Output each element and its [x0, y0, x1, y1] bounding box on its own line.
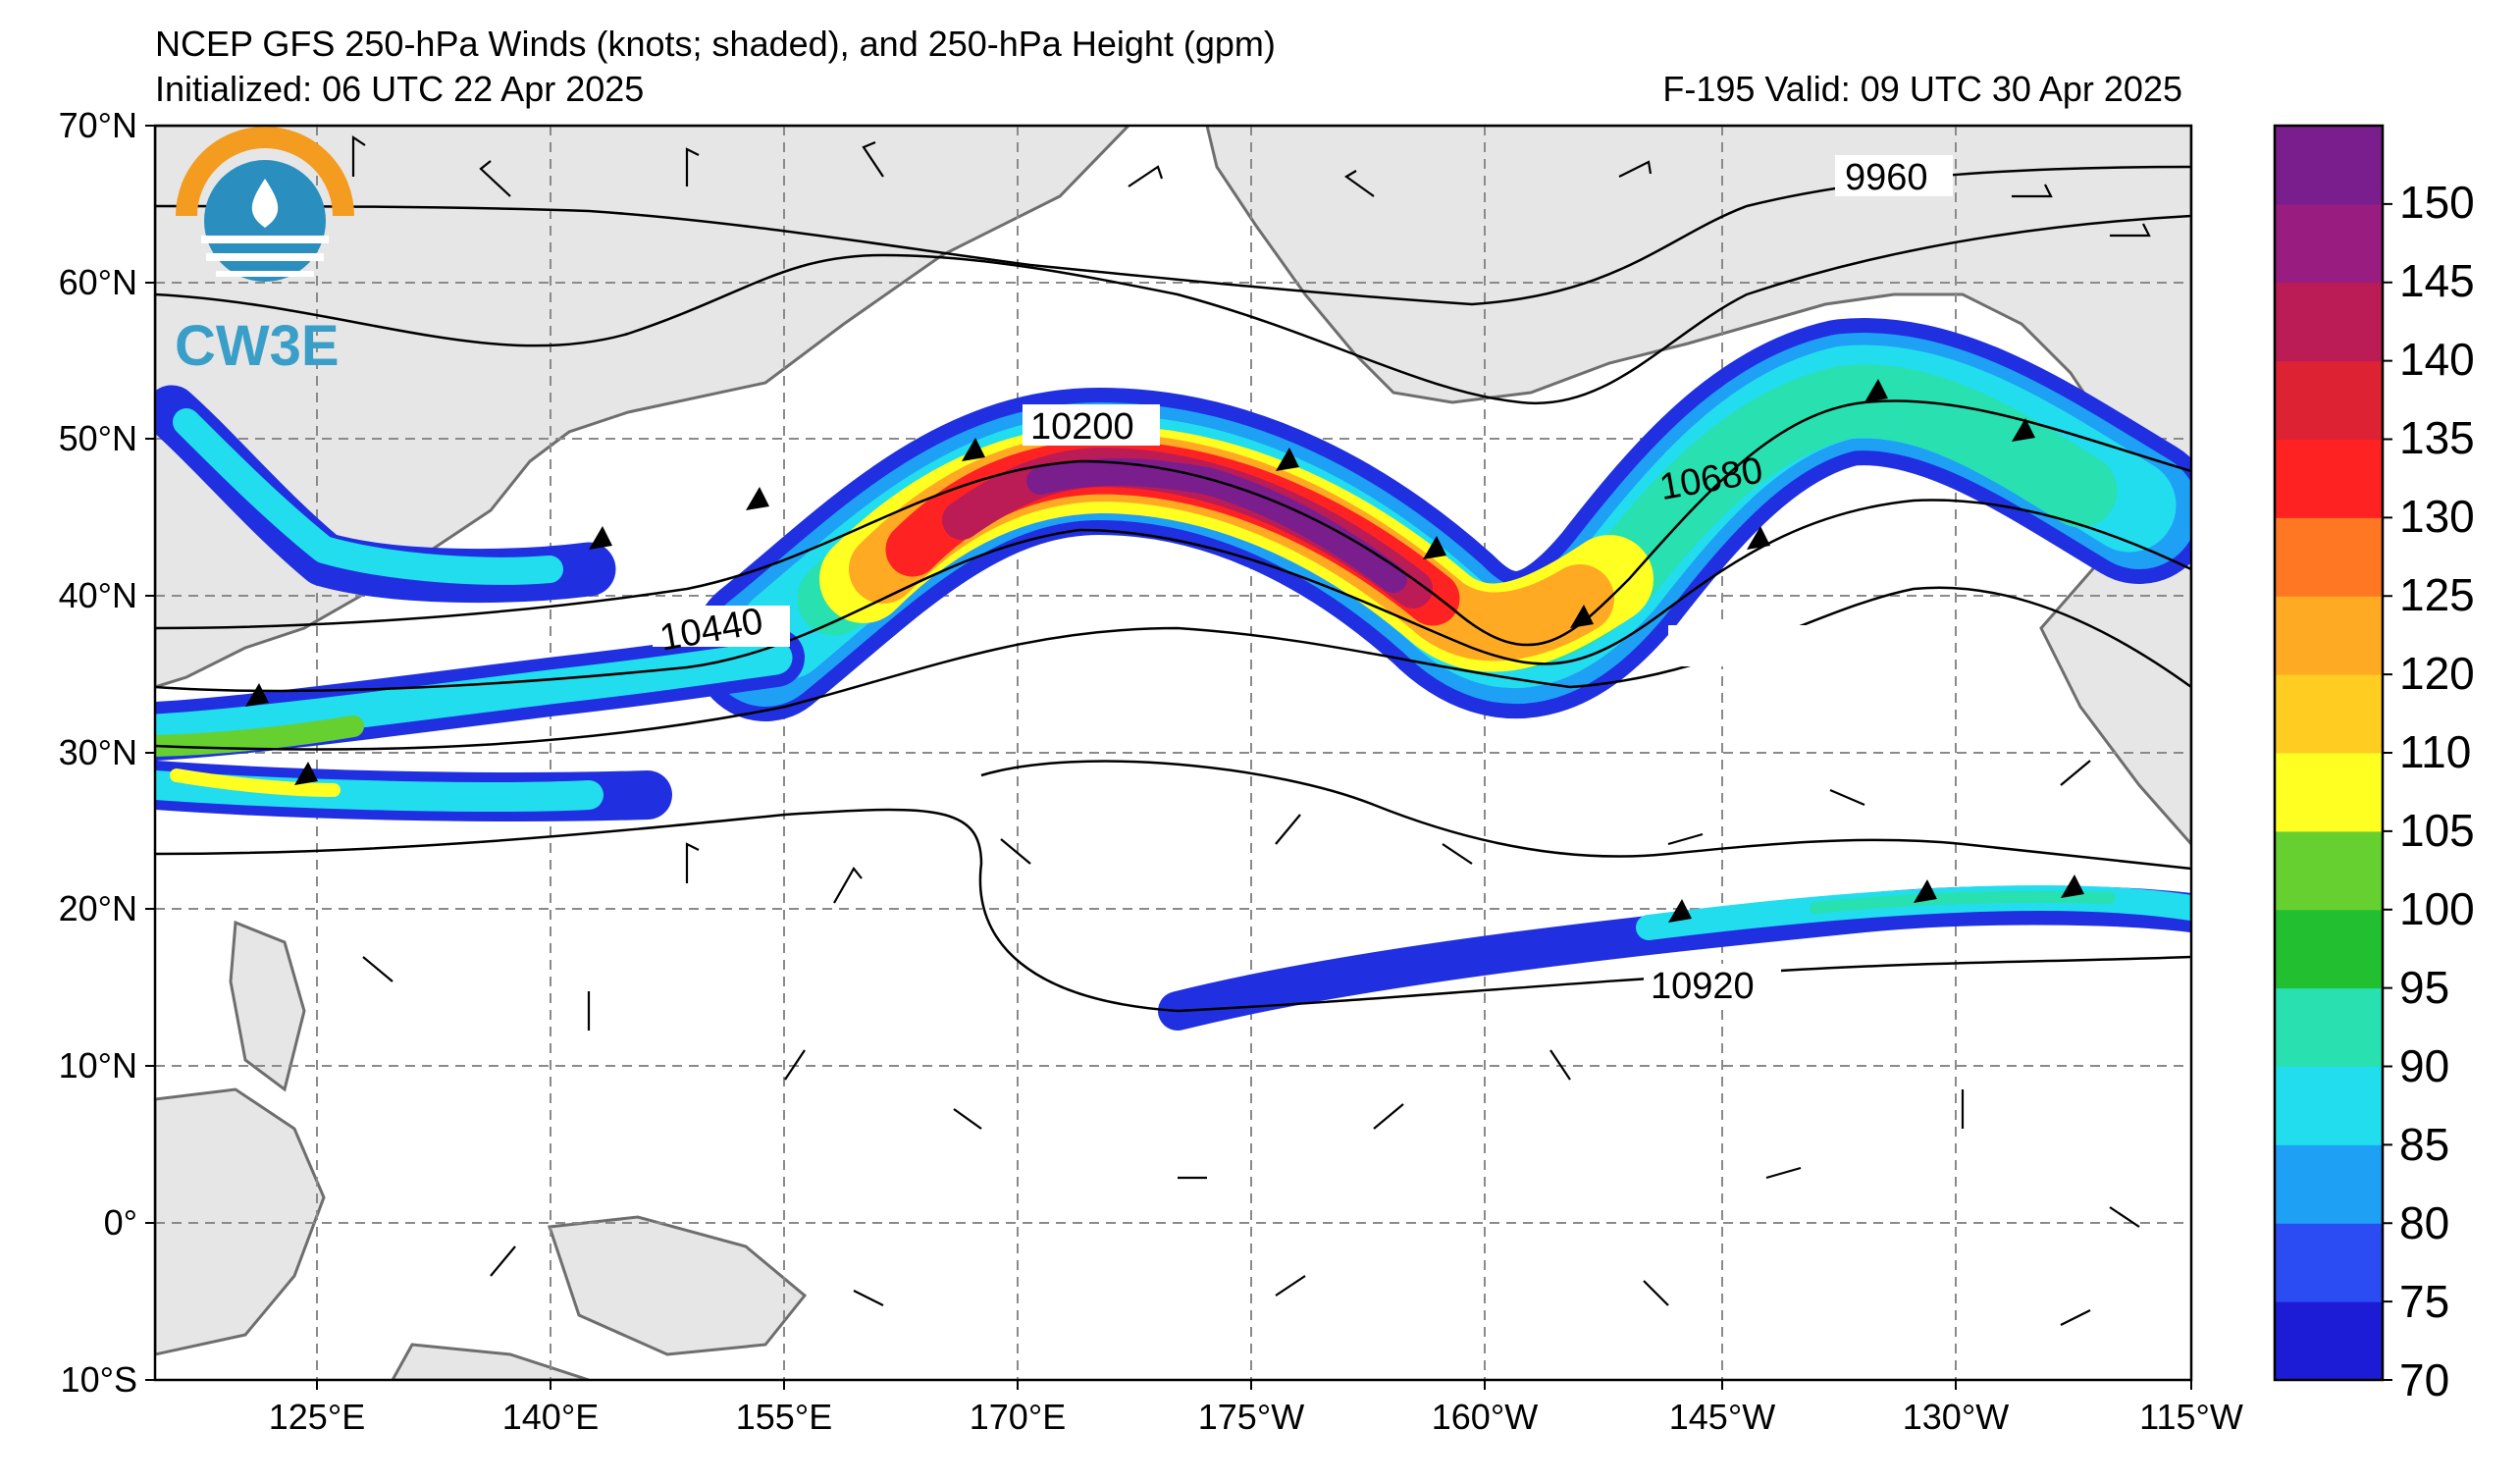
- lat-label: 30°N: [59, 732, 137, 772]
- west-jet: [155, 628, 805, 761]
- japan-jet: [155, 385, 616, 604]
- colorbar-label: 110: [2399, 726, 2471, 777]
- lon-label: 125°E: [269, 1397, 365, 1437]
- logo-text: CW3E: [175, 314, 340, 378]
- colorbar-segment: [2275, 517, 2383, 597]
- valid-time: F-195 Valid: 09 UTC 30 Apr 2025: [1662, 69, 2182, 109]
- lon-label: 170°E: [970, 1397, 1066, 1437]
- lat-label: 70°N: [59, 105, 137, 145]
- colorbar-label: 75: [2399, 1276, 2449, 1327]
- colorbar-label: 135: [2399, 412, 2475, 463]
- contour-label-10920: 10920: [1651, 966, 1755, 1007]
- lat-label: 60°N: [59, 262, 137, 302]
- colorbar-label: 100: [2399, 883, 2475, 934]
- lat-label: 10°N: [59, 1045, 137, 1086]
- lon-axis: 125°E 140°E 155°E 170°E 175°W 160°W 145°…: [269, 1380, 2243, 1437]
- colorbar-segment: [2275, 1066, 2383, 1145]
- colorbar-label: 120: [2399, 648, 2475, 699]
- lon-label: 155°E: [736, 1397, 832, 1437]
- colorbar-segment: [2275, 439, 2383, 518]
- colorbar: 70 75 80 85 90 95 100 105 110 120 125 13…: [2273, 124, 2475, 1405]
- colorbar-segment: [2275, 1223, 2383, 1302]
- wind-barbs: [351, 134, 2151, 1326]
- lat-label: 10°S: [61, 1359, 137, 1400]
- map-area: 9960 10200 10440 10680 10920 CW3E: [155, 126, 2191, 1380]
- lon-label: 175°W: [1198, 1397, 1304, 1437]
- lat-label: 20°N: [59, 888, 137, 928]
- colorbar-segment: [2275, 282, 2383, 362]
- lon-label: 160°W: [1432, 1397, 1538, 1437]
- colorbar-label: 145: [2399, 255, 2475, 306]
- colorbar-segment: [2275, 909, 2383, 989]
- colorbar-segment: [2275, 753, 2383, 832]
- colorbar-label: 80: [2399, 1197, 2449, 1248]
- colorbar-label: 95: [2399, 962, 2449, 1013]
- lon-label: 145°W: [1669, 1397, 1775, 1437]
- colorbar-segment: [2275, 360, 2383, 440]
- colorbar-label: 150: [2399, 177, 2475, 228]
- colorbar-label: 105: [2399, 805, 2475, 856]
- colorbar-label: 85: [2399, 1119, 2449, 1170]
- lat-label: 40°N: [59, 575, 137, 615]
- colorbar-label: 130: [2399, 491, 2475, 542]
- colorbar-label: 140: [2399, 334, 2475, 385]
- map-title: NCEP GFS 250-hPa Winds (knots; shaded), …: [155, 24, 1276, 64]
- colorbar-segment: [2275, 674, 2383, 754]
- height-contours: [155, 165, 2191, 1013]
- colorbar-segment: [2275, 596, 2383, 675]
- colorbar-segment: [2275, 126, 2383, 205]
- lat-label: 0°: [104, 1202, 137, 1243]
- colorbar-label: 90: [2399, 1040, 2449, 1091]
- lon-label: 130°W: [1903, 1397, 2009, 1437]
- cw3e-logo: CW3E: [175, 127, 354, 378]
- lon-label: 140°E: [502, 1397, 599, 1437]
- contour-labels: 9960 10200 10440 10680 10920: [653, 155, 1953, 1007]
- colorbar-segment: [2275, 987, 2383, 1067]
- contour-label-9960: 9960: [1845, 157, 1928, 198]
- lon-label: 115°W: [2139, 1397, 2243, 1437]
- colorbar-segment: [2275, 203, 2383, 284]
- contour-label-10200: 10200: [1030, 406, 1134, 448]
- init-time: Initialized: 06 UTC 22 Apr 2025: [155, 69, 645, 109]
- lat-axis: 70°N 60°N 50°N 40°N 30°N 20°N 10°N 0° 10…: [59, 105, 155, 1400]
- colorbar-segment: [2275, 1144, 2383, 1224]
- lat-label: 50°N: [59, 418, 137, 458]
- colorbar-segment: [2275, 1301, 2383, 1381]
- subtropical-jet: [155, 761, 672, 821]
- tropical-jet: [1158, 885, 2191, 1031]
- colorbar-label: 70: [2399, 1354, 2449, 1405]
- colorbar-label: 125: [2399, 569, 2475, 620]
- colorbar-segment: [2275, 830, 2383, 911]
